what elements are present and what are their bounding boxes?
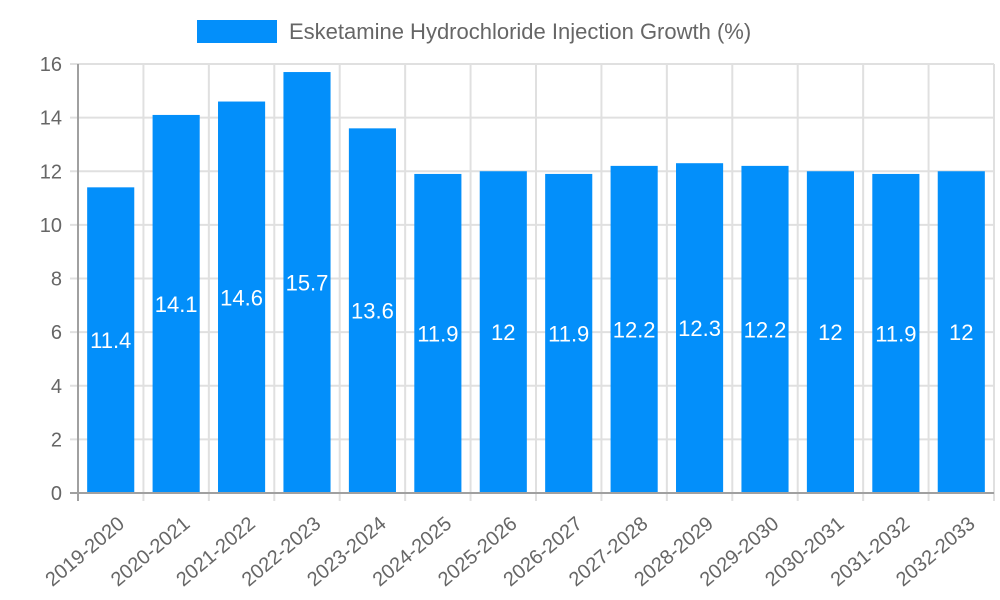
- grid-lines: [70, 63, 995, 501]
- legend-swatch: [197, 20, 277, 43]
- bar: [545, 173, 593, 493]
- data-labels: 11.4 14.1 14.6 15.7 13.6 11.9 12 11.9 12.2 12.3 12…: [90, 271, 973, 354]
- bar: [741, 165, 789, 493]
- data-label: 12: [491, 320, 515, 345]
- data-label: 12.2: [744, 317, 787, 342]
- legend-label: Esketamine Hydrochloride Injection Growt…: [289, 19, 751, 44]
- x-axis-tick-labels: 2019-20202020-20212021-20222022-20232023…: [42, 513, 980, 591]
- bar: [479, 171, 527, 493]
- data-label: 11.9: [548, 321, 589, 346]
- bar: [806, 171, 854, 493]
- y-tick-label: 4: [51, 376, 62, 398]
- data-label: 12: [949, 320, 973, 345]
- legend[interactable]: Esketamine Hydrochloride Injection Growt…: [197, 19, 751, 44]
- data-label: 11.4: [90, 328, 131, 353]
- bar: [218, 101, 266, 493]
- data-label: 12.2: [613, 317, 656, 342]
- bar: [414, 173, 462, 493]
- y-tick-label: 2: [51, 429, 62, 451]
- y-tick-label: 10: [40, 215, 62, 237]
- data-label: 15.7: [286, 271, 329, 296]
- data-label: 11.9: [417, 321, 458, 346]
- bar: [152, 114, 200, 493]
- data-label: 12.3: [678, 316, 721, 341]
- y-tick-label: 6: [51, 322, 62, 344]
- axes: [70, 64, 994, 501]
- data-label: 11.9: [875, 321, 916, 346]
- y-tick-label: 8: [51, 269, 62, 291]
- data-label: 12: [818, 320, 842, 345]
- y-tick-label: 0: [51, 483, 62, 505]
- data-label: 14.6: [220, 285, 263, 310]
- bar: [610, 165, 658, 493]
- bar: [937, 171, 985, 493]
- bar: [676, 163, 724, 494]
- bars: [87, 72, 985, 494]
- data-label: 14.1: [155, 292, 198, 317]
- y-tick-label: 14: [40, 108, 62, 130]
- y-axis-tick-labels: 0 2 4 6 8 10 12 14 16: [40, 54, 62, 505]
- y-tick-label: 12: [40, 161, 62, 183]
- bar: [872, 173, 920, 493]
- y-tick-label: 16: [40, 54, 62, 76]
- bar: [348, 128, 396, 493]
- data-label: 13.6: [351, 299, 394, 324]
- bar: [87, 187, 135, 493]
- bar: [283, 72, 331, 493]
